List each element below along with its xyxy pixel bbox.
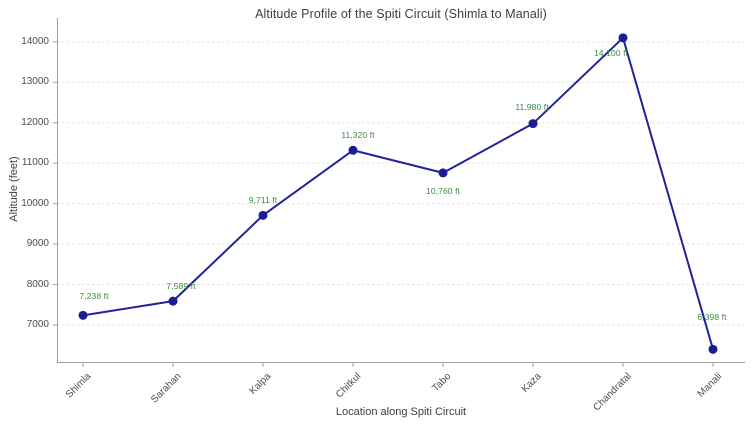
data-point-kalpa — [258, 210, 268, 220]
data-point-kaza — [528, 119, 538, 129]
y-tick-label: 7000 — [26, 318, 49, 330]
y-tick-label: 10000 — [21, 197, 49, 209]
data-label-chandratal: 14,100 ft — [594, 47, 628, 58]
data-label-tabo: 10,760 ft — [426, 185, 460, 196]
y-tick-label: 14000 — [21, 35, 49, 47]
chart-title: Altitude Profile of the Spiti Circuit (S… — [255, 7, 547, 21]
x-tick-label: Chitkul — [334, 371, 364, 401]
altitude-line — [82, 36, 714, 350]
data-label-manali: 6,398 ft — [697, 312, 727, 323]
y-tick-label: 13000 — [21, 76, 49, 88]
x-tick-label: Tabo — [430, 371, 454, 395]
plot-area — [53, 18, 745, 367]
x-axis-title: Location along Spiti Circuit — [335, 406, 467, 418]
y-tick-label: 11000 — [21, 157, 49, 169]
y-axis-title: Altitude (feet) — [8, 156, 20, 222]
data-point-manali — [708, 344, 718, 354]
y-tick-label: 12000 — [21, 116, 49, 128]
x-tick-label: Shimla — [64, 371, 94, 401]
data-label-sarahan: 7,589 ft — [166, 281, 196, 292]
y-tick-label: 9000 — [26, 238, 49, 250]
data-point-chandratal — [618, 33, 628, 43]
data-point-chitkul — [348, 145, 358, 155]
x-tick-label: Sarahan — [149, 371, 184, 406]
data-label-shimla: 7,238 ft — [79, 291, 109, 302]
x-tick-label: Kaza — [519, 371, 544, 395]
data-point-tabo — [438, 168, 448, 178]
data-point-shimla — [78, 310, 88, 320]
data-label-chitkul: 11,320 ft — [341, 130, 375, 141]
data-label-kalpa: 9,711 ft — [248, 195, 278, 206]
data-label-kaza: 11,980 ft — [515, 101, 549, 112]
x-tick-label: Kalpa — [247, 371, 274, 397]
x-tick-label: Manali — [695, 371, 724, 400]
data-point-sarahan — [168, 296, 178, 306]
y-tick-label: 8000 — [26, 278, 49, 290]
